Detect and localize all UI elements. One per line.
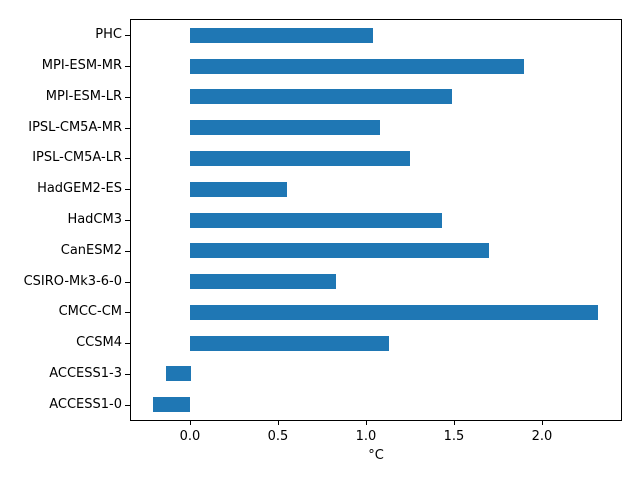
- y-tick-mark: [125, 220, 130, 221]
- y-tick-label: MPI-ESM-LR: [45, 89, 122, 104]
- y-tick-label: CSIRO-Mk3-6-0: [23, 274, 122, 289]
- x-tick-mark: [542, 420, 543, 425]
- bar-ipsl-cm5a-lr: [190, 151, 410, 166]
- bar-ccsm4: [190, 336, 389, 351]
- y-tick-label: HadGEM2-ES: [37, 181, 122, 196]
- y-tick-mark: [125, 189, 130, 190]
- x-tick-label: 1.0: [355, 429, 377, 444]
- bar-ipsl-cm5a-mr: [190, 120, 380, 135]
- y-tick-label: PHC: [95, 27, 122, 42]
- bar-phc: [190, 28, 373, 43]
- y-tick-label: CCSM4: [76, 335, 122, 350]
- plot-area: [130, 19, 622, 421]
- x-tick-label: 0.5: [267, 429, 289, 444]
- y-tick-label: HadCM3: [67, 212, 122, 227]
- x-tick-label: 0.0: [179, 429, 201, 444]
- y-tick-label: ACCESS1-0: [49, 397, 122, 412]
- bar-access1-3: [166, 366, 191, 381]
- bar-canesm2: [190, 243, 489, 258]
- bar-mpi-esm-mr: [190, 59, 524, 74]
- y-tick-mark: [125, 66, 130, 67]
- x-axis-label: °C: [368, 448, 384, 463]
- y-tick-label: MPI-ESM-MR: [41, 58, 122, 73]
- y-tick-label: CanESM2: [60, 243, 122, 258]
- y-tick-mark: [125, 312, 130, 313]
- x-tick-mark: [366, 420, 367, 425]
- x-tick-label: 1.5: [443, 429, 465, 444]
- y-tick-mark: [125, 128, 130, 129]
- x-tick-mark: [278, 420, 279, 425]
- y-tick-label: IPSL-CM5A-LR: [32, 150, 122, 165]
- y-tick-mark: [125, 158, 130, 159]
- y-tick-mark: [125, 405, 130, 406]
- y-tick-mark: [125, 343, 130, 344]
- bar-cmcc-cm: [190, 305, 598, 320]
- x-tick-mark: [190, 420, 191, 425]
- y-tick-mark: [125, 282, 130, 283]
- x-tick-mark: [454, 420, 455, 425]
- y-tick-mark: [125, 374, 130, 375]
- y-tick-mark: [125, 97, 130, 98]
- bar-csiro-mk3-6-0: [190, 274, 336, 289]
- bar-access1-0: [153, 397, 190, 412]
- y-tick-label: CMCC-CM: [58, 304, 122, 319]
- y-tick-mark: [125, 251, 130, 252]
- y-tick-mark: [125, 35, 130, 36]
- y-tick-label: ACCESS1-3: [49, 366, 122, 381]
- bar-mpi-esm-lr: [190, 89, 452, 104]
- y-tick-label: IPSL-CM5A-MR: [28, 120, 122, 135]
- bar-hadcm3: [190, 213, 442, 228]
- x-tick-label: 2.0: [531, 429, 553, 444]
- bar-hadgem2-es: [190, 182, 287, 197]
